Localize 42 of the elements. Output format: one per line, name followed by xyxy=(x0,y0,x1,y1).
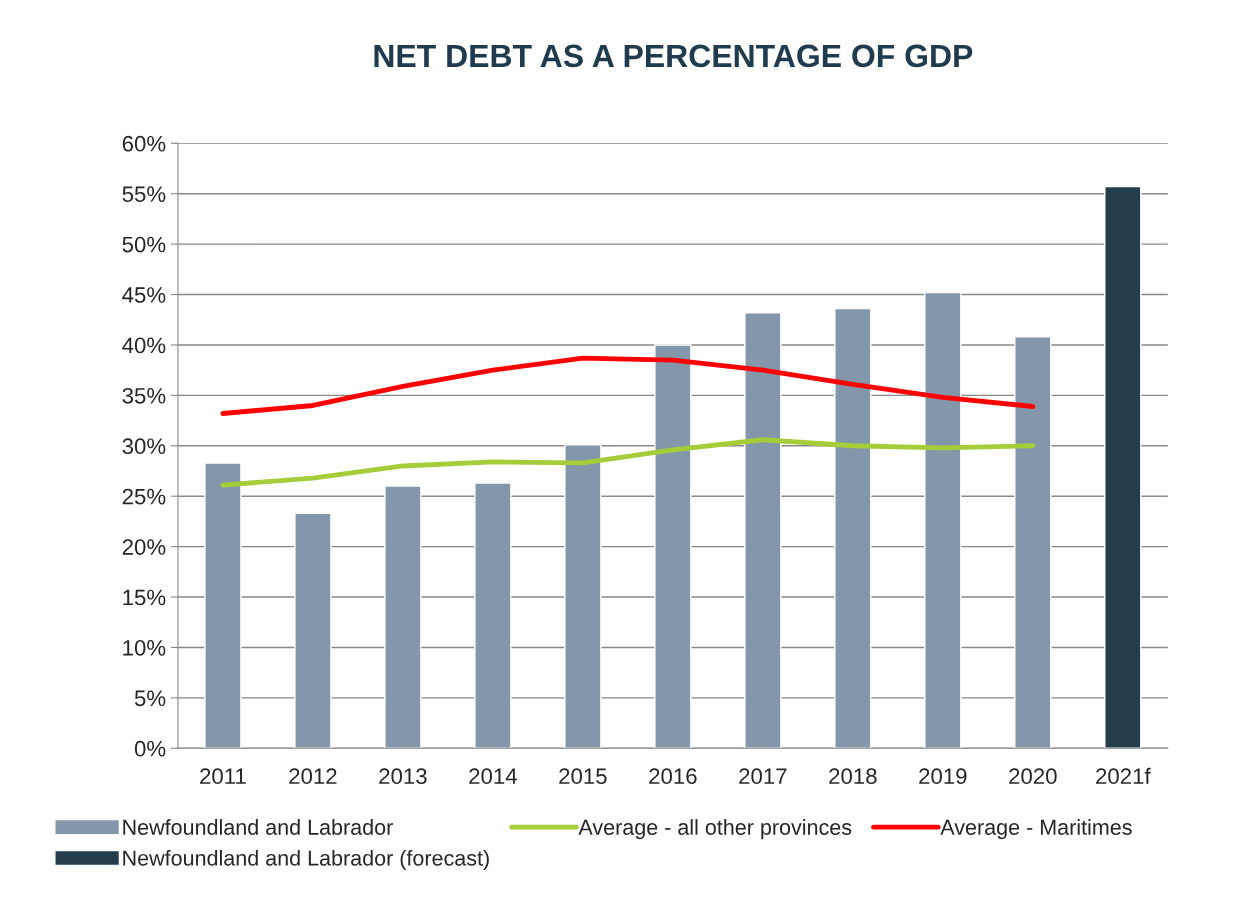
y-tick-label: 20% xyxy=(122,539,166,555)
x-tick-label: 2014 xyxy=(469,768,517,785)
x-tick-label: 2016 xyxy=(649,768,697,785)
bar xyxy=(924,291,962,749)
x-tick-label: 2020 xyxy=(1009,768,1057,785)
y-tick-label: 60% xyxy=(122,135,166,152)
x-tick-label: 2017 xyxy=(739,768,787,785)
y-tick-label: 0% xyxy=(134,740,166,757)
y-tick-label: 25% xyxy=(122,488,166,505)
bar xyxy=(744,312,782,749)
x-tick-label: 2012 xyxy=(289,768,337,785)
bar xyxy=(474,482,512,749)
x-tick-label: 2021f xyxy=(1096,767,1151,785)
y-tick-label: 15% xyxy=(123,589,166,606)
x-tick-label: 2013 xyxy=(379,768,427,785)
x-tick-label: 2015 xyxy=(559,768,607,785)
x-tick-label: 2019 xyxy=(919,768,967,785)
bar xyxy=(1014,336,1052,749)
y-tick-label: 40% xyxy=(122,337,166,354)
x-tick-label: 2018 xyxy=(829,768,877,785)
legend-label: Average - Maritimes xyxy=(940,819,1132,840)
bar xyxy=(384,485,422,749)
bar xyxy=(564,444,602,749)
bar xyxy=(654,344,692,749)
bar xyxy=(834,307,872,749)
y-tick-label: 5% xyxy=(134,690,166,707)
y-tick-label: 35% xyxy=(122,387,166,404)
line-series xyxy=(220,437,1036,488)
legend-label: Newfoundland and Labrador (forecast) xyxy=(123,849,489,870)
y-tick-label: 10% xyxy=(123,639,166,656)
chart-title: NET DEBT AS A PERCENTAGE OF GDP xyxy=(374,44,973,68)
bar xyxy=(294,512,332,749)
y-tick-label: 50% xyxy=(122,236,166,253)
y-tick-label: 45% xyxy=(122,287,166,303)
legend-label: Newfoundland and Labrador xyxy=(123,819,393,835)
y-tick-label: 30% xyxy=(122,438,166,455)
bar xyxy=(1104,185,1142,749)
legend-label: Average - all other provinces xyxy=(578,819,852,840)
line-series xyxy=(220,355,1036,416)
bar xyxy=(204,462,242,749)
x-tick-label: 2011 xyxy=(200,768,246,785)
y-tick-label: 55% xyxy=(122,186,166,202)
